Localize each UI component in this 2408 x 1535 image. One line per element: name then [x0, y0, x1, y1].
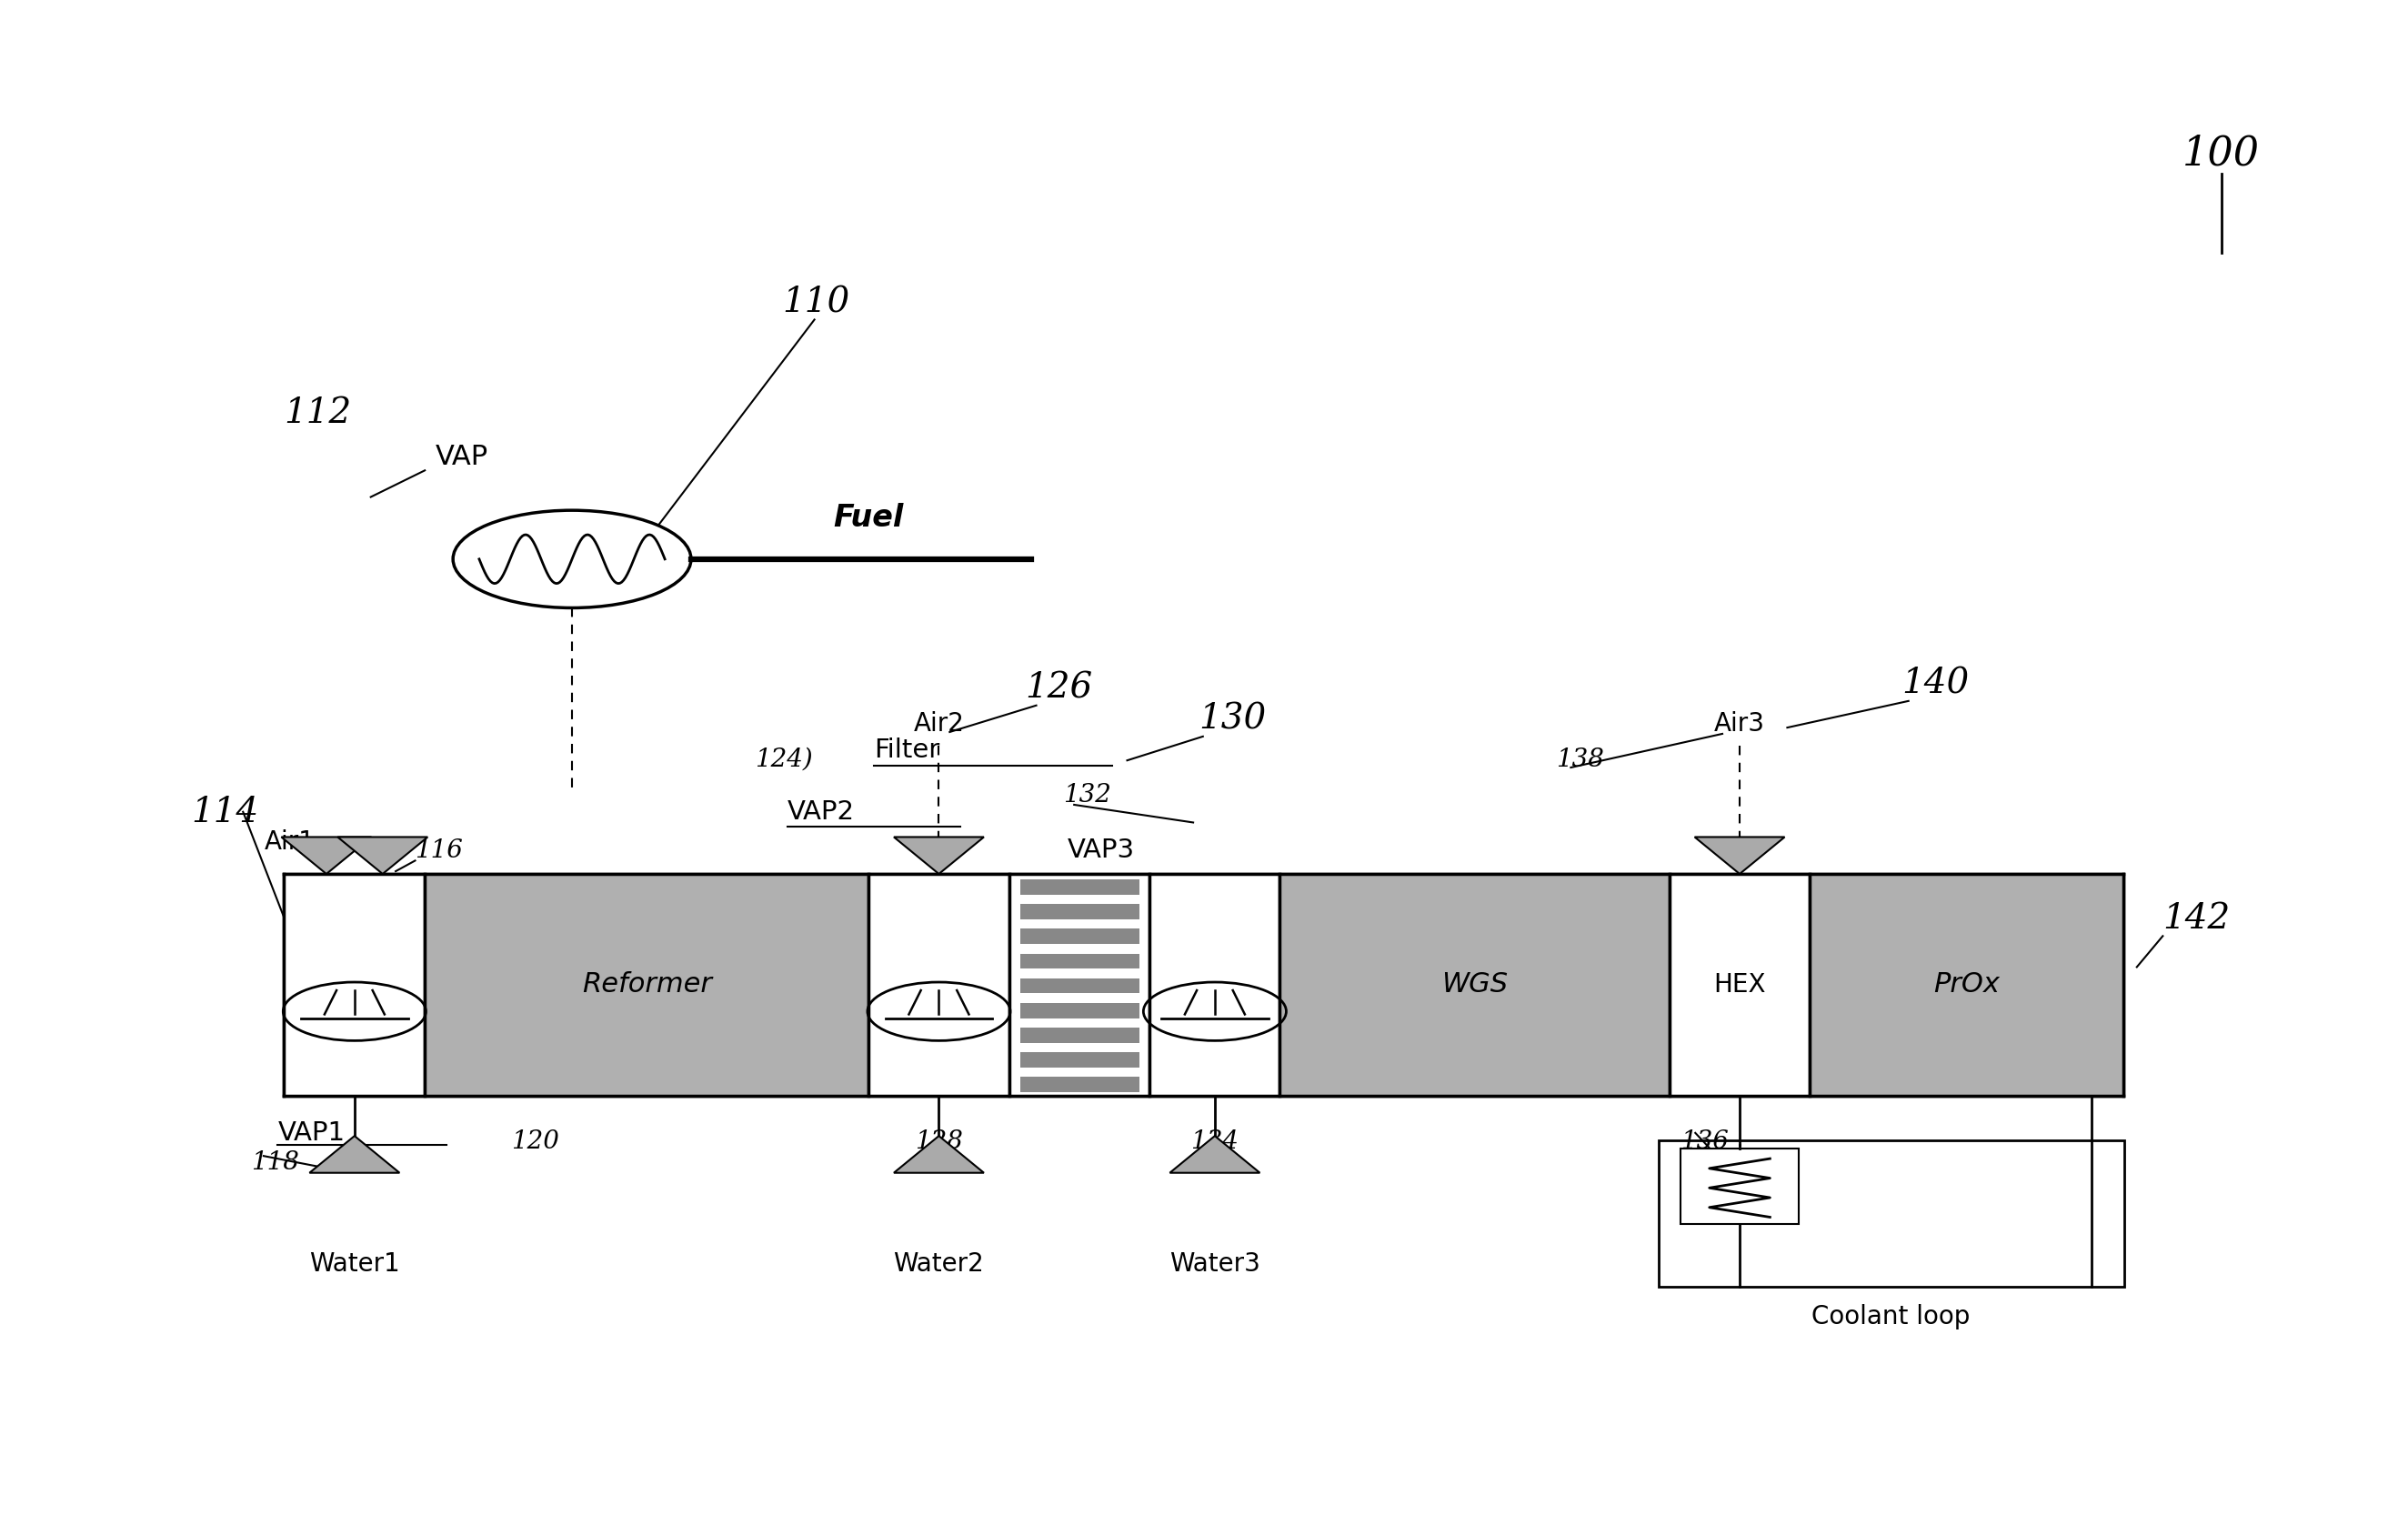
Polygon shape: [893, 837, 985, 873]
Bar: [1021, 978, 1139, 993]
Polygon shape: [1695, 837, 1784, 873]
Text: Coolant loop: Coolant loop: [1811, 1305, 1970, 1329]
Polygon shape: [311, 1136, 400, 1173]
Text: VAP1: VAP1: [277, 1121, 344, 1147]
Text: VAP3: VAP3: [1067, 838, 1134, 863]
Text: 116: 116: [414, 838, 462, 863]
Bar: [1681, 1148, 1799, 1225]
Text: 118: 118: [250, 1151, 299, 1176]
Text: HEX: HEX: [1714, 972, 1765, 998]
Bar: [1021, 1027, 1139, 1042]
Bar: [1021, 953, 1139, 969]
Text: 120: 120: [510, 1130, 559, 1154]
Bar: [869, 873, 1009, 1096]
Text: 114: 114: [190, 797, 258, 829]
Text: Air1: Air1: [265, 829, 315, 855]
Text: 124): 124): [756, 748, 814, 772]
Polygon shape: [893, 1136, 985, 1173]
Bar: [1021, 1051, 1139, 1067]
Bar: [1021, 929, 1139, 944]
Text: 128: 128: [915, 1130, 963, 1154]
Bar: [1009, 873, 1151, 1096]
Bar: [1669, 873, 1811, 1096]
Text: Filter: Filter: [874, 738, 939, 763]
Bar: [284, 873, 424, 1096]
Text: VAP: VAP: [436, 444, 489, 470]
Text: 136: 136: [1681, 1130, 1729, 1154]
Text: 130: 130: [1199, 703, 1267, 737]
Text: 132: 132: [1064, 783, 1112, 807]
Text: Water1: Water1: [308, 1251, 400, 1276]
Text: 134: 134: [1192, 1130, 1238, 1154]
Bar: [1151, 873, 1279, 1096]
Bar: [1021, 904, 1139, 919]
Bar: [1659, 1141, 2124, 1286]
Polygon shape: [1170, 1136, 1259, 1173]
Text: 142: 142: [2162, 903, 2230, 936]
Bar: [1279, 873, 1669, 1096]
Text: VAP2: VAP2: [787, 800, 855, 826]
Bar: [424, 873, 869, 1096]
Text: 112: 112: [284, 398, 352, 430]
Text: 138: 138: [1556, 748, 1604, 772]
Bar: [1811, 873, 2124, 1096]
Polygon shape: [337, 837, 429, 873]
Text: 100: 100: [2182, 134, 2261, 173]
Text: Reformer: Reformer: [583, 972, 713, 998]
Text: WGS: WGS: [1442, 972, 1507, 998]
Text: 110: 110: [783, 286, 850, 319]
Text: Air2: Air2: [913, 711, 963, 737]
Polygon shape: [282, 837, 371, 873]
Text: Water3: Water3: [1170, 1251, 1259, 1276]
Text: PrOx: PrOx: [1934, 972, 2001, 998]
Text: Fuel: Fuel: [833, 502, 903, 533]
Bar: [1021, 880, 1139, 895]
Text: Air3: Air3: [1714, 711, 1765, 737]
Text: 140: 140: [1902, 668, 1970, 701]
Bar: [1021, 1076, 1139, 1091]
Bar: [1021, 1002, 1139, 1018]
Text: 126: 126: [1026, 672, 1093, 706]
Text: Water2: Water2: [893, 1251, 985, 1276]
